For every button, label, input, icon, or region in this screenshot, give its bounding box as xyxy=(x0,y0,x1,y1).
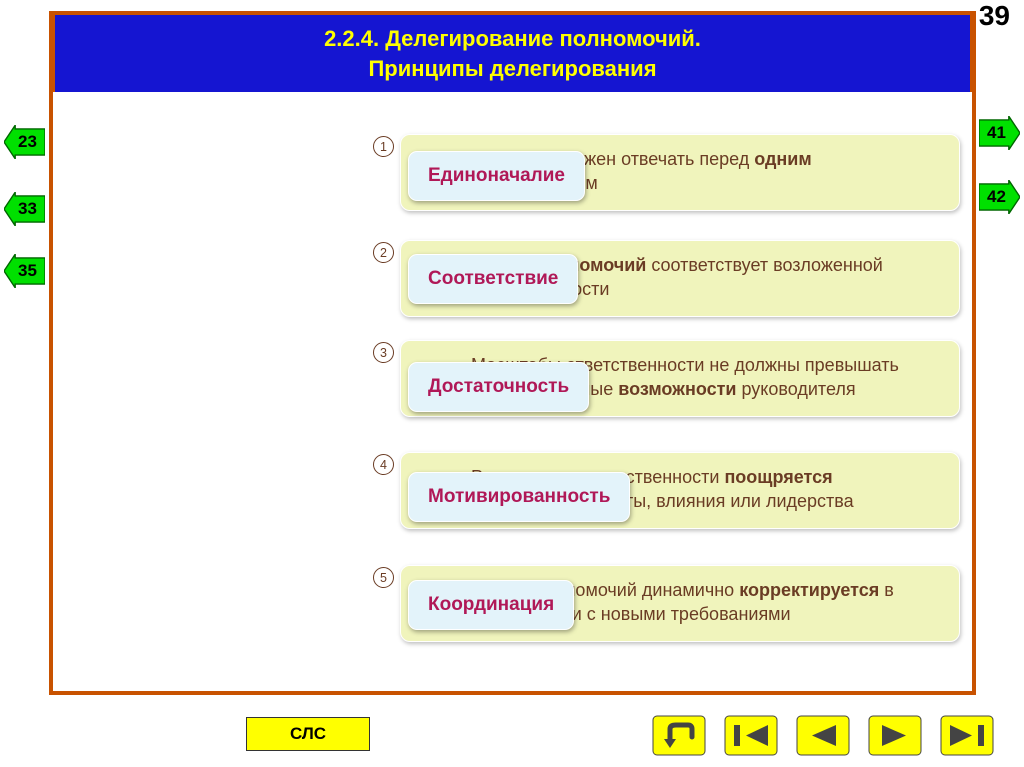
nav-link-23[interactable]: 23 xyxy=(4,125,45,159)
principle-number: 2 xyxy=(373,242,394,263)
nav-last-button[interactable] xyxy=(940,715,994,756)
nav-prev-button[interactable] xyxy=(796,715,850,756)
nav-next-button[interactable] xyxy=(868,715,922,756)
content-area: 1Работник должен отвечать перед одним ру… xyxy=(53,96,972,691)
nav-link-41[interactable]: 41 xyxy=(979,116,1020,150)
nav-link-label: 35 xyxy=(4,254,45,288)
principle-chip: Соответствие xyxy=(408,254,578,304)
nav-link-label: 23 xyxy=(4,125,45,159)
title-line-1: 2.2.4. Делегирование полномочий. xyxy=(324,24,701,54)
principle-number: 4 xyxy=(373,454,394,475)
nav-link-35[interactable]: 35 xyxy=(4,254,45,288)
nav-first-button[interactable] xyxy=(724,715,778,756)
principle-chip: Достаточность xyxy=(408,362,589,412)
principle-chip: Единоначалие xyxy=(408,151,585,201)
nav-link-label: 41 xyxy=(979,116,1020,150)
principle-chip: Мотивированность xyxy=(408,472,630,522)
nav-link-42[interactable]: 42 xyxy=(979,180,1020,214)
principle-chip: Координация xyxy=(408,580,574,630)
nav-link-label: 42 xyxy=(979,180,1020,214)
nav-link-label: 33 xyxy=(4,192,45,226)
principle-number: 1 xyxy=(373,136,394,157)
page-number: 39 xyxy=(979,0,1010,32)
sls-button[interactable]: СЛС xyxy=(246,717,370,751)
title-line-2: Принципы делегирования xyxy=(368,54,656,84)
nav-return-button[interactable] xyxy=(652,715,706,756)
footer: СЛС xyxy=(0,711,1024,767)
principle-number: 3 xyxy=(373,342,394,363)
principle-number: 5 xyxy=(373,567,394,588)
nav-link-33[interactable]: 33 xyxy=(4,192,45,226)
title-banner: 2.2.4. Делегирование полномочий. Принцип… xyxy=(53,15,972,92)
nav-controls xyxy=(652,715,994,756)
